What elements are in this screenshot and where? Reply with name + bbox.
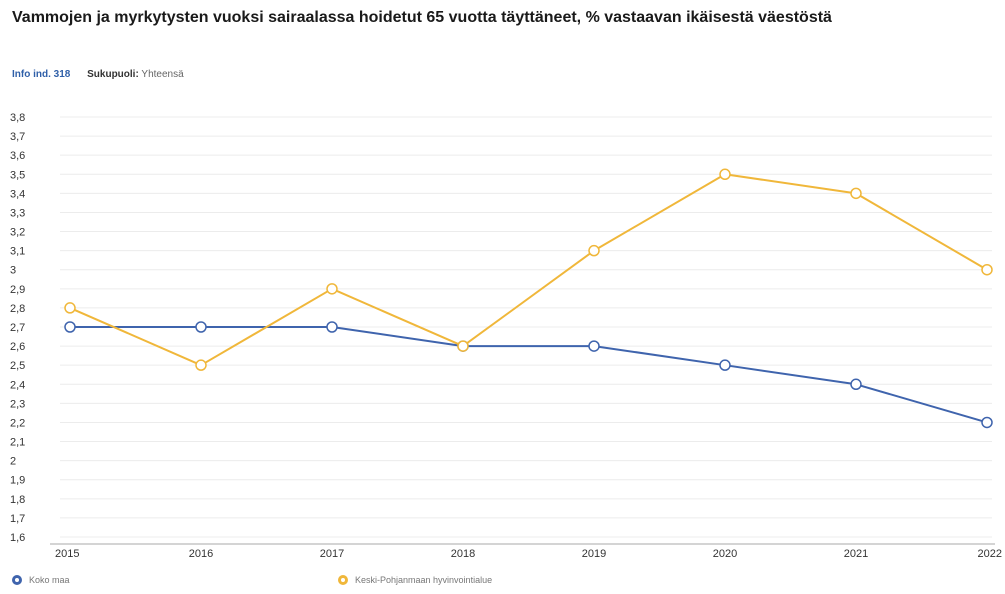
y-tick-label: 3,7 bbox=[10, 131, 25, 143]
data-point[interactable] bbox=[981, 263, 993, 276]
x-tick-label: 2019 bbox=[582, 548, 606, 560]
y-tick-label: 3,3 bbox=[10, 207, 25, 219]
y-tick-label: 1,6 bbox=[10, 532, 25, 544]
legend-label: Koko maa bbox=[29, 575, 70, 585]
y-tick-label: 3,4 bbox=[10, 188, 25, 200]
x-tick-label: 2020 bbox=[713, 548, 737, 560]
y-tick-label: 3,2 bbox=[10, 227, 25, 239]
x-tick-label: 2022 bbox=[978, 548, 1002, 560]
series-2 bbox=[64, 168, 993, 371]
y-tick-label: 2,2 bbox=[10, 417, 25, 429]
data-point[interactable] bbox=[64, 302, 76, 314]
y-tick-label: 1,9 bbox=[10, 475, 25, 487]
y-tick-label: 2,1 bbox=[10, 437, 25, 449]
y-axis-ticks: 3,8 3,7 3,6 3,5 3,4 3,3 3,2 3,1 3 2,9 2,8 2,7 2,6 2,5… bbox=[10, 112, 25, 544]
y-tick-label: 2,6 bbox=[10, 341, 25, 353]
legend-marker-icon bbox=[338, 575, 348, 585]
y-tick-label: 2,5 bbox=[10, 360, 25, 372]
x-tick-label: 2021 bbox=[844, 548, 868, 560]
data-point[interactable] bbox=[588, 244, 600, 257]
series-line bbox=[70, 326, 988, 424]
y-tick-label: 3,8 bbox=[10, 112, 25, 124]
legend-item[interactable]: Keski-Pohjanmaan hyvinvointialue bbox=[338, 575, 492, 585]
data-point[interactable] bbox=[719, 168, 731, 181]
data-point[interactable] bbox=[850, 187, 862, 200]
data-point[interactable] bbox=[981, 416, 993, 429]
x-tick-label: 2015 bbox=[55, 548, 79, 560]
data-point[interactable] bbox=[195, 321, 207, 333]
data-point[interactable] bbox=[719, 359, 731, 371]
chart-title: Vammojen ja myrkytysten vuoksi sairaalas… bbox=[12, 9, 832, 26]
info-indicator-link[interactable]: Info ind. 318 bbox=[12, 69, 71, 80]
legend-label: Keski-Pohjanmaan hyvinvointialue bbox=[355, 575, 493, 585]
filter-value: Yhteensä bbox=[141, 69, 184, 80]
x-tick-label: 2018 bbox=[451, 548, 475, 560]
filter-label: Sukupuoli: bbox=[87, 69, 139, 80]
series-line bbox=[69, 173, 988, 367]
line-chart: 3,8 3,7 3,6 3,5 3,4 3,3 3,2 3,1 3 2,9 2,8 2,7 2,6 2,5… bbox=[10, 112, 1002, 560]
y-tick-label: 3,5 bbox=[10, 169, 25, 181]
legend-item[interactable]: Koko maa bbox=[12, 575, 70, 585]
y-tick-label: 2,4 bbox=[10, 379, 25, 391]
data-point[interactable] bbox=[457, 340, 469, 352]
series-1 bbox=[64, 321, 993, 429]
data-point[interactable] bbox=[64, 321, 76, 333]
legend-marker-icon bbox=[12, 575, 22, 585]
data-point[interactable] bbox=[326, 321, 338, 333]
x-axis: 2015 2016 2017 2018 2019 2020 2021 2022 bbox=[50, 543, 1002, 560]
y-tick-label: 1,8 bbox=[10, 494, 25, 506]
data-point[interactable] bbox=[588, 340, 600, 352]
y-tick-label: 3 bbox=[10, 265, 16, 277]
series-layer bbox=[64, 168, 993, 429]
x-tick-label: 2017 bbox=[320, 548, 344, 560]
y-tick-label: 3,1 bbox=[10, 246, 25, 258]
y-tick-label: 2,7 bbox=[10, 322, 25, 334]
data-point[interactable] bbox=[195, 359, 207, 371]
y-tick-label: 2,3 bbox=[10, 398, 25, 410]
y-tick-label: 2 bbox=[10, 456, 16, 468]
y-tick-label: 1,7 bbox=[10, 513, 25, 525]
y-tick-label: 2,8 bbox=[10, 303, 25, 315]
chart-meta: Info ind. 318 Sukupuoli: Yhteensä bbox=[12, 69, 184, 80]
y-tick-label: 2,9 bbox=[10, 284, 25, 296]
data-point[interactable] bbox=[850, 378, 862, 391]
x-tick-label: 2016 bbox=[189, 548, 213, 560]
legend: Koko maa Keski-Pohjanmaan hyvinvointialue bbox=[12, 575, 992, 591]
y-tick-label: 3,6 bbox=[10, 150, 25, 162]
data-point[interactable] bbox=[326, 283, 338, 295]
